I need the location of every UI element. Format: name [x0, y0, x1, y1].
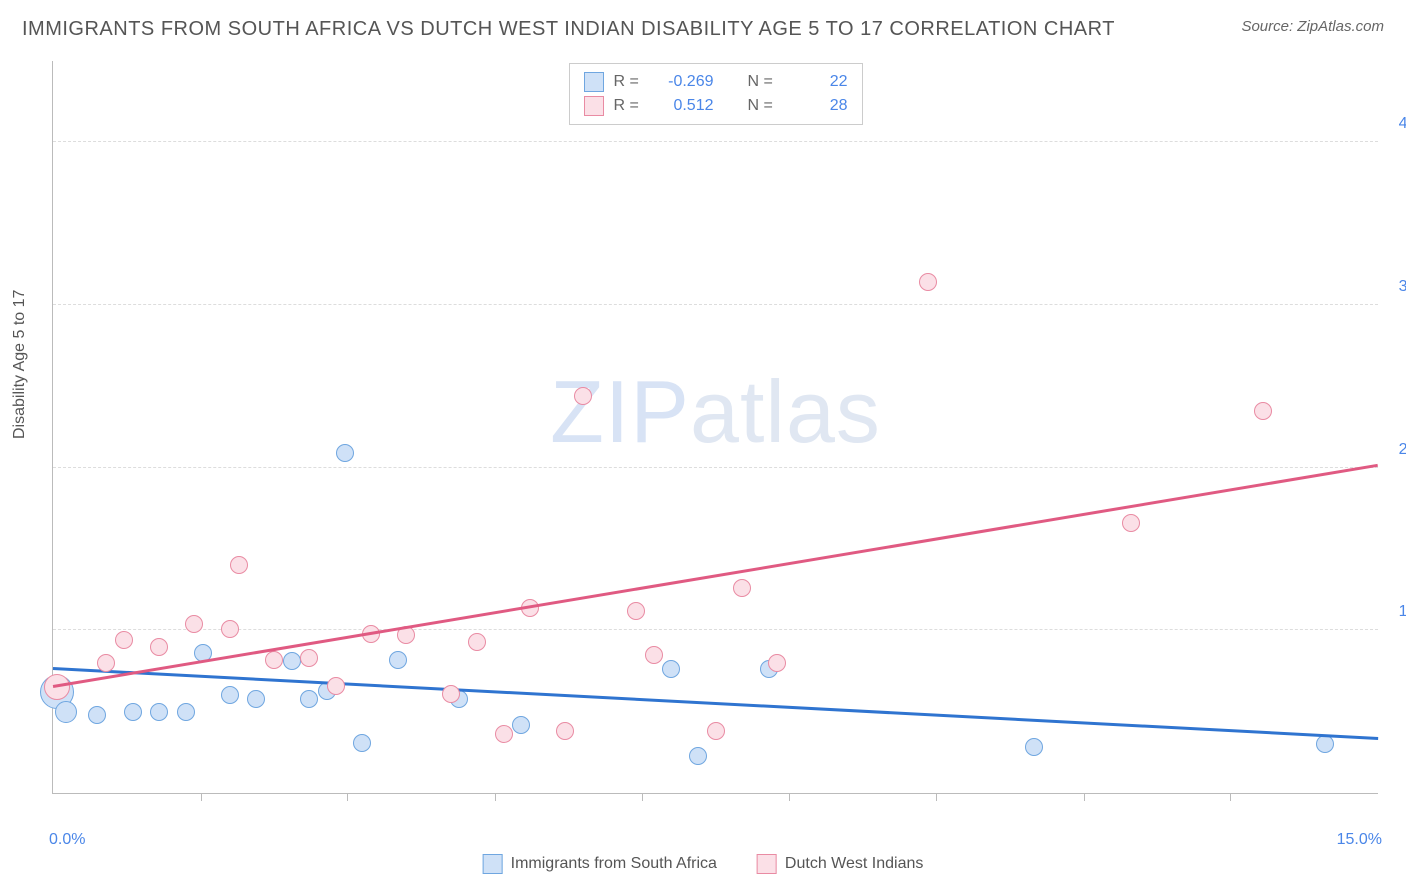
- x-tick: [201, 793, 202, 801]
- stats-legend-row: R = -0.269 N = 22: [584, 70, 848, 94]
- data-point: [389, 651, 407, 669]
- y-axis-title: Disability Age 5 to 17: [11, 289, 29, 438]
- data-point: [265, 651, 283, 669]
- data-point: [336, 444, 354, 462]
- x-tick: [347, 793, 348, 801]
- watermark-bold: ZIP: [550, 362, 690, 461]
- series-legend: Immigrants from South Africa Dutch West I…: [483, 854, 924, 874]
- data-point: [247, 690, 265, 708]
- stat-r-label: R =: [614, 73, 648, 91]
- chart-container: Disability Age 5 to 17 ZIPatlas R =-0.26…: [50, 55, 1378, 822]
- legend-swatch: [584, 96, 604, 116]
- data-point: [150, 703, 168, 721]
- data-point: [300, 649, 318, 667]
- data-point: [919, 273, 937, 291]
- data-point: [645, 646, 663, 664]
- legend-swatch: [584, 72, 604, 92]
- data-point: [707, 722, 725, 740]
- y-tick-label: 30.0%: [1399, 278, 1406, 296]
- x-tick: [936, 793, 937, 801]
- data-point: [1122, 514, 1140, 532]
- data-point: [1025, 738, 1043, 756]
- data-point: [88, 706, 106, 724]
- stat-r-label: R =: [614, 97, 648, 115]
- legend-swatch: [757, 854, 777, 874]
- data-point: [556, 722, 574, 740]
- stat-n-value: 28: [792, 97, 848, 115]
- data-point: [733, 579, 751, 597]
- data-point: [574, 387, 592, 405]
- data-point: [442, 685, 460, 703]
- source-attribution: Source: ZipAtlas.com: [1241, 18, 1384, 35]
- data-point: [689, 747, 707, 765]
- x-tick: [1230, 793, 1231, 801]
- legend-item: Immigrants from South Africa: [483, 854, 717, 874]
- y-tick-label: 20.0%: [1399, 441, 1406, 459]
- watermark-light: atlas: [690, 362, 881, 461]
- data-point: [662, 660, 680, 678]
- gridline: [53, 467, 1378, 468]
- gridline: [53, 629, 1378, 630]
- stats-legend: R = -0.269 N = 22 R = 0.512 N = 28: [569, 63, 863, 125]
- data-point: [1316, 735, 1334, 753]
- x-tick: [642, 793, 643, 801]
- legend-item: Dutch West Indians: [757, 854, 923, 874]
- data-point: [512, 716, 530, 734]
- data-point: [353, 734, 371, 752]
- data-point: [468, 633, 486, 651]
- stat-n-label: N =: [748, 73, 782, 91]
- legend-swatch: [483, 854, 503, 874]
- data-point: [150, 638, 168, 656]
- stat-r-value: -0.269: [658, 73, 714, 91]
- legend-label: Immigrants from South Africa: [511, 855, 717, 873]
- y-tick-label: 10.0%: [1399, 603, 1406, 621]
- stat-n-label: N =: [748, 97, 782, 115]
- gridline: [53, 141, 1378, 142]
- data-point: [177, 703, 195, 721]
- legend-label: Dutch West Indians: [785, 855, 923, 873]
- stat-r-value: 0.512: [658, 97, 714, 115]
- data-point: [221, 620, 239, 638]
- data-point: [115, 631, 133, 649]
- watermark: ZIPatlas: [550, 361, 881, 463]
- trend-line: [53, 464, 1378, 688]
- x-tick: [789, 793, 790, 801]
- stats-legend-row: R = 0.512 N = 28: [584, 94, 848, 118]
- data-point: [1254, 402, 1272, 420]
- data-point: [230, 556, 248, 574]
- data-point: [627, 602, 645, 620]
- y-tick-label: 40.0%: [1399, 115, 1406, 133]
- x-tick: [1084, 793, 1085, 801]
- x-axis-min-label: 0.0%: [49, 831, 85, 849]
- x-tick: [495, 793, 496, 801]
- stat-n-value: 22: [792, 73, 848, 91]
- data-point: [300, 690, 318, 708]
- data-point: [327, 677, 345, 695]
- plot-area: ZIPatlas R =-0.269N =22R =0.512N =28 0.0…: [52, 61, 1378, 794]
- chart-title: IMMIGRANTS FROM SOUTH AFRICA VS DUTCH WE…: [22, 18, 1115, 41]
- data-point: [495, 725, 513, 743]
- x-axis-max-label: 15.0%: [1337, 831, 1382, 849]
- data-point: [185, 615, 203, 633]
- data-point: [283, 652, 301, 670]
- gridline: [53, 304, 1378, 305]
- data-point: [768, 654, 786, 672]
- data-point: [221, 686, 239, 704]
- data-point: [44, 674, 70, 700]
- data-point: [55, 701, 77, 723]
- data-point: [97, 654, 115, 672]
- data-point: [124, 703, 142, 721]
